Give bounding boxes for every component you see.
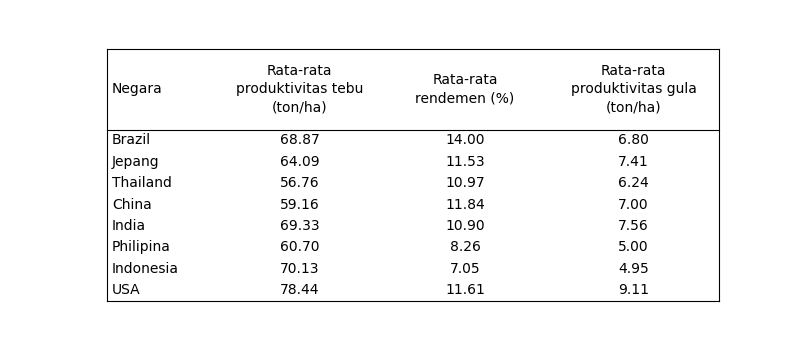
Text: 6.24: 6.24 (618, 176, 649, 190)
Text: Rata-rata
produktivitas gula
(ton/ha): Rata-rata produktivitas gula (ton/ha) (571, 64, 696, 115)
Text: 9.11: 9.11 (618, 283, 649, 297)
Text: 6.80: 6.80 (618, 133, 649, 148)
Text: 10.90: 10.90 (445, 219, 485, 233)
Text: USA: USA (112, 283, 140, 297)
Text: 69.33: 69.33 (280, 219, 320, 233)
Text: Negara: Negara (112, 83, 163, 96)
Text: Thailand: Thailand (112, 176, 172, 190)
Text: 5.00: 5.00 (618, 240, 649, 255)
Text: 10.97: 10.97 (445, 176, 485, 190)
Text: Philipina: Philipina (112, 240, 171, 255)
Text: 7.41: 7.41 (618, 155, 649, 169)
Text: 11.84: 11.84 (445, 197, 485, 212)
Text: 56.76: 56.76 (280, 176, 320, 190)
Text: Indonesia: Indonesia (112, 262, 179, 276)
Text: 70.13: 70.13 (280, 262, 319, 276)
Text: Brazil: Brazil (112, 133, 151, 148)
Text: 68.87: 68.87 (280, 133, 320, 148)
Text: 8.26: 8.26 (450, 240, 480, 255)
Text: 7.56: 7.56 (618, 219, 649, 233)
Text: 60.70: 60.70 (280, 240, 319, 255)
Text: Rata-rata
produktivitas tebu
(ton/ha): Rata-rata produktivitas tebu (ton/ha) (236, 64, 364, 115)
Text: Rata-rata
rendemen (%): Rata-rata rendemen (%) (415, 73, 515, 106)
Text: 7.05: 7.05 (450, 262, 480, 276)
Text: China: China (112, 197, 152, 212)
Text: Jepang: Jepang (112, 155, 160, 169)
Text: 59.16: 59.16 (280, 197, 320, 212)
Text: 78.44: 78.44 (280, 283, 319, 297)
Text: 7.00: 7.00 (618, 197, 649, 212)
Text: 14.00: 14.00 (446, 133, 485, 148)
Text: 11.53: 11.53 (445, 155, 485, 169)
Text: India: India (112, 219, 146, 233)
Text: 4.95: 4.95 (618, 262, 649, 276)
Text: 64.09: 64.09 (280, 155, 320, 169)
Text: 11.61: 11.61 (445, 283, 485, 297)
